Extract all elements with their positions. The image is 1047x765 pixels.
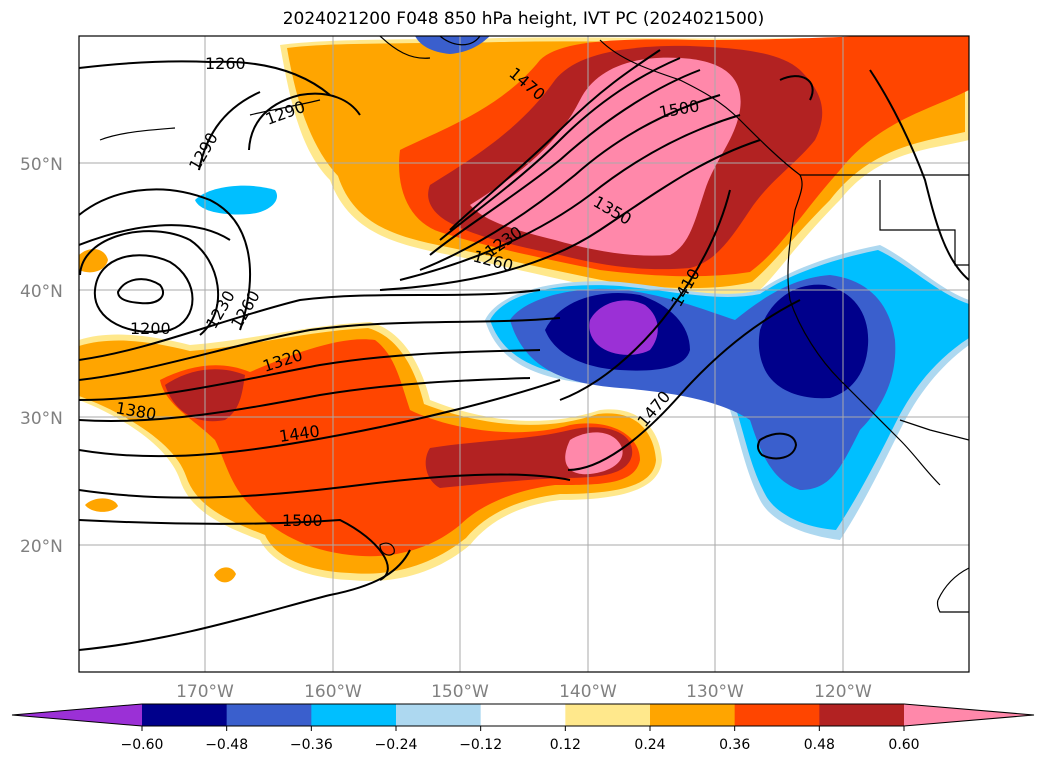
colorbar-swatch — [226, 704, 312, 726]
ivt-positive-westblob — [79, 248, 108, 273]
colorbar: −0.60 −0.48 −0.36 −0.24 −0.12 0.12 0.24 0.36 0.4… — [11, 703, 1035, 753]
colorbar-tick-label: 0.60 — [888, 737, 919, 753]
lat-label-30n: 30°N — [20, 409, 63, 429]
colorbar-swatch — [565, 704, 651, 726]
ivt-negative-northtip — [415, 36, 490, 54]
plot-frame — [78, 35, 970, 673]
colorbar-swatch — [142, 704, 228, 726]
colorbar-swatch — [734, 704, 820, 726]
colorbar-tick-label: −0.24 — [375, 737, 418, 753]
ivt-shading — [79, 36, 969, 583]
ivt-plume-north-pink — [470, 57, 741, 256]
map-title: 2024021200 F048 850 hPa height, IVT PC (… — [282, 9, 765, 29]
colorbar-tick-label: 0.12 — [550, 737, 581, 753]
longitude-labels: 170°W 160°W 150°W 140°W 130°W 120°W — [176, 682, 872, 702]
contour-label: 1200 — [130, 319, 171, 338]
colorbar-extend-high — [904, 704, 1034, 726]
colorbar-tick-label: −0.12 — [459, 737, 502, 753]
colorbar-tick-label: −0.48 — [205, 737, 248, 753]
lon-label-170w: 170°W — [176, 682, 234, 702]
colorbar-swatch — [311, 704, 397, 726]
contour-label: 1260 — [205, 54, 246, 73]
contour-label: 1500 — [282, 511, 323, 530]
lon-label-140w: 140°W — [559, 682, 617, 702]
lat-label-40n: 40°N — [20, 282, 63, 302]
colorbar-tick-label: 0.24 — [634, 737, 665, 753]
lon-label-130w: 130°W — [686, 682, 744, 702]
colorbar-swatch — [396, 704, 482, 726]
lon-label-120w: 120°W — [814, 682, 872, 702]
lat-label-20n: 20°N — [20, 537, 63, 557]
coastlines — [99, 36, 969, 613]
ivt-plume-south-red — [160, 339, 640, 557]
ivt-negative-westblob — [195, 185, 278, 215]
ivt-positive-hawaii-blob — [85, 498, 236, 583]
colorbar-tick-label: 0.48 — [804, 737, 835, 753]
colorbar-tick-label: 0.36 — [719, 737, 750, 753]
grid-lines — [79, 36, 969, 672]
colorbar-extend-low — [12, 704, 142, 726]
colorbar-tick-label: −0.36 — [290, 737, 333, 753]
latitude-labels: 50°N 40°N 30°N 20°N — [20, 155, 63, 557]
lon-label-160w: 160°W — [304, 682, 362, 702]
colorbar-swatch — [480, 704, 566, 726]
height-contours — [79, 49, 969, 651]
ivt-plume-south-pink — [565, 432, 623, 475]
lon-label-150w: 150°W — [431, 682, 489, 702]
colorbar-swatch — [819, 704, 905, 726]
colorbar-tick-label: −0.60 — [121, 737, 164, 753]
colorbar-swatch — [650, 704, 736, 726]
lat-label-50n: 50°N — [20, 155, 63, 175]
ivt-negative-purple — [589, 300, 658, 355]
